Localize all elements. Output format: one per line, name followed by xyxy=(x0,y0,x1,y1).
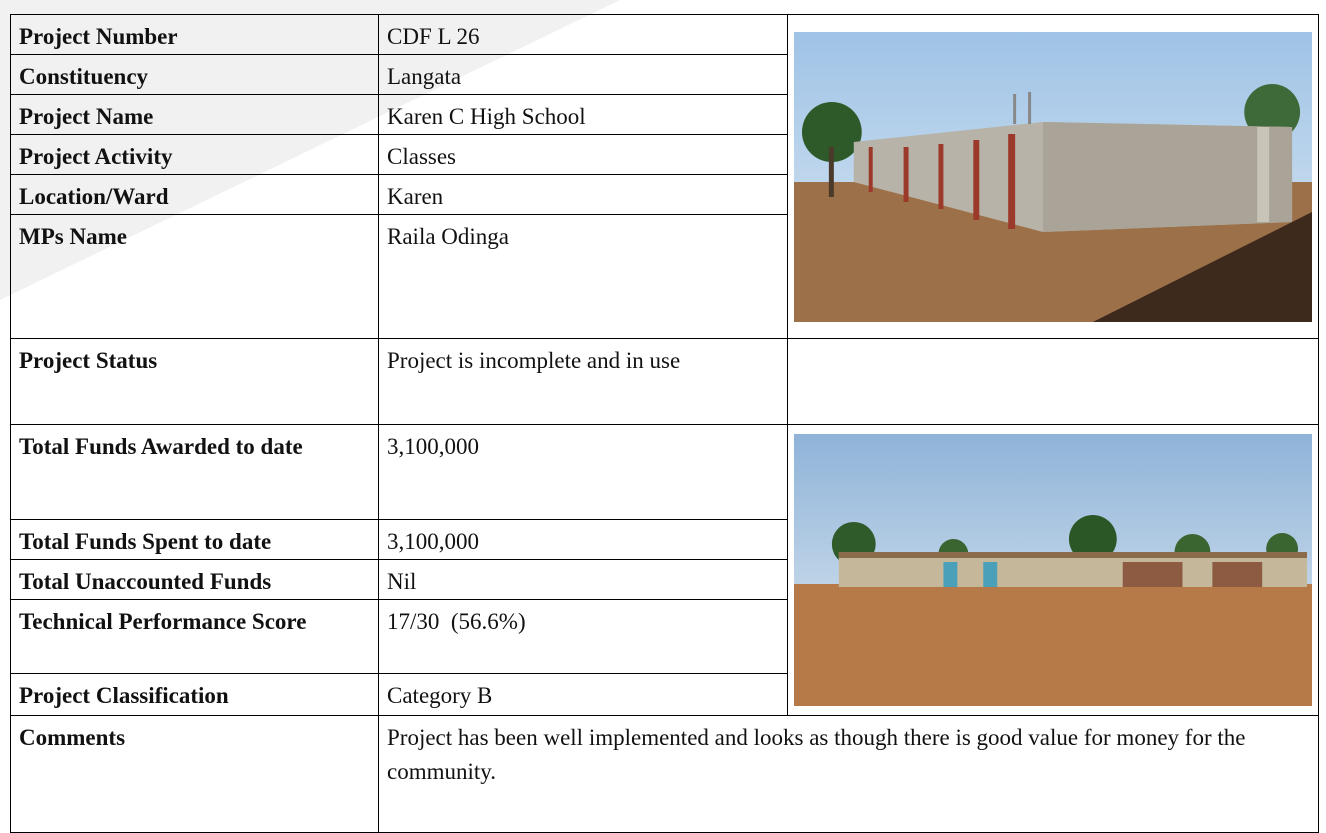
row: Total Unaccounted Funds Nil xyxy=(10,559,1319,600)
row: Project Activity Classes xyxy=(10,134,1319,175)
label: Comments xyxy=(10,715,379,833)
row: Project Name Karen C High School xyxy=(10,94,1319,135)
label: Project Number xyxy=(10,14,379,55)
value: Langata xyxy=(378,54,788,95)
value: Karen xyxy=(378,174,788,215)
value: Nil xyxy=(378,559,788,600)
photo-classroom-block xyxy=(794,31,1312,322)
value: 3,100,000 xyxy=(378,424,788,520)
label: Total Funds Spent to date xyxy=(10,519,379,560)
row: Project Status Project is incomplete and … xyxy=(10,338,1319,425)
value: Classes xyxy=(378,134,788,175)
photo-cell xyxy=(787,424,1319,716)
value: Project has been well implemented and lo… xyxy=(378,715,1319,833)
row: MPs Name Raila Odinga xyxy=(10,214,1319,339)
row: Total Funds Awarded to date 3,100,000 xyxy=(10,424,1319,716)
row: Project Classification Category B xyxy=(10,673,1319,716)
label: Location/Ward xyxy=(10,174,379,215)
value: Category B xyxy=(378,673,788,716)
value: Karen C High School xyxy=(378,94,788,135)
row: Location/Ward Karen xyxy=(10,174,1319,215)
value: Project is incomplete and in use xyxy=(378,338,788,425)
value: CDF L 26 xyxy=(378,14,788,55)
label: Total Funds Awarded to date xyxy=(10,424,379,520)
label: Project Classification xyxy=(10,673,379,716)
label: Project Activity xyxy=(10,134,379,175)
label: MPs Name xyxy=(10,214,379,339)
label: Constituency xyxy=(10,54,379,95)
value: 3,100,000 xyxy=(378,519,788,560)
label: Project Status xyxy=(10,338,379,425)
row: Project Number CDF L 26 xyxy=(10,14,1319,339)
value: Raila Odinga xyxy=(378,214,788,339)
value: 17/30 (56.6%) xyxy=(378,599,788,674)
label: Technical Performance Score xyxy=(10,599,379,674)
row: Technical Performance Score 17/30 (56.6%) xyxy=(10,599,1319,674)
label: Total Unaccounted Funds xyxy=(10,559,379,600)
photo-school-grounds xyxy=(794,434,1312,706)
label: Project Name xyxy=(10,94,379,135)
project-table: Project Number CDF L 26 Constituency Lang… xyxy=(10,14,1319,833)
row: Comments Project has been well implemente… xyxy=(10,715,1319,833)
empty-cell xyxy=(787,338,1319,425)
photo-cell xyxy=(787,14,1319,339)
